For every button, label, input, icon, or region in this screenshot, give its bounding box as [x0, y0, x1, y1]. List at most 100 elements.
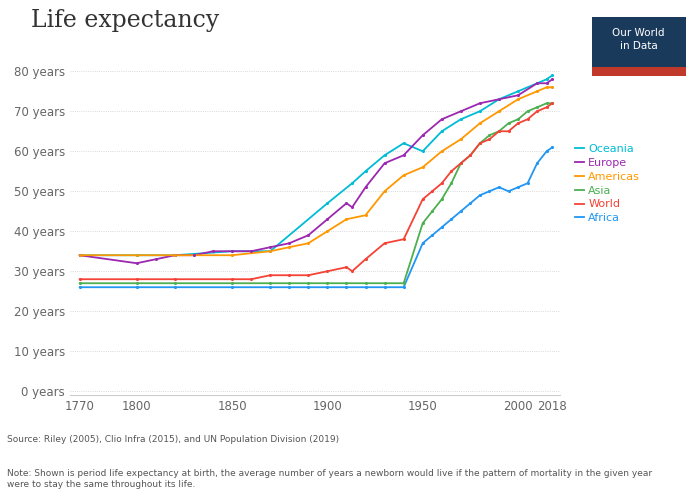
Point	[284, 283, 295, 291]
Point	[494, 127, 505, 135]
Point	[522, 107, 533, 115]
Point	[465, 151, 476, 159]
Point	[465, 151, 476, 159]
Point	[265, 271, 276, 279]
Point	[379, 187, 390, 195]
Point	[322, 215, 333, 223]
Point	[484, 187, 495, 195]
Point	[169, 251, 181, 259]
Point	[503, 120, 514, 127]
Point	[436, 147, 447, 155]
Point	[494, 95, 505, 103]
Point	[322, 283, 333, 291]
Point	[360, 211, 371, 219]
Point	[74, 275, 85, 283]
Point	[475, 191, 486, 199]
Point	[302, 279, 314, 287]
Point	[547, 83, 558, 91]
Point	[265, 247, 276, 255]
Point	[341, 283, 352, 291]
Point	[265, 247, 276, 255]
Point	[398, 283, 409, 291]
Point	[541, 83, 552, 91]
Point	[503, 127, 514, 135]
Point	[522, 179, 533, 187]
Point	[541, 147, 552, 155]
Point	[531, 107, 542, 115]
Text: Life expectancy: Life expectancy	[31, 9, 219, 33]
Point	[512, 87, 524, 95]
Point	[398, 279, 409, 287]
Point	[302, 231, 314, 239]
Point	[265, 283, 276, 291]
Point	[74, 251, 85, 259]
Point	[227, 275, 238, 283]
Point	[417, 195, 428, 203]
Point	[74, 251, 85, 259]
Point	[531, 80, 542, 87]
Point	[150, 255, 162, 263]
Point	[379, 283, 390, 291]
Point	[341, 279, 352, 287]
Point	[169, 251, 181, 259]
Point	[346, 267, 358, 275]
Point	[436, 179, 447, 187]
Point	[455, 135, 466, 143]
Point	[455, 107, 466, 115]
Point	[346, 204, 358, 211]
Point	[446, 167, 457, 175]
Point	[169, 283, 181, 291]
Point	[341, 215, 352, 223]
Point	[427, 207, 438, 215]
Point	[227, 283, 238, 291]
Point	[131, 275, 142, 283]
Point	[284, 243, 295, 251]
Point	[494, 95, 505, 103]
Point	[398, 151, 409, 159]
Point	[131, 279, 142, 287]
Point	[322, 199, 333, 207]
Point	[512, 120, 524, 127]
Point	[417, 219, 428, 227]
Point	[379, 239, 390, 247]
Point	[207, 247, 218, 255]
Point	[475, 139, 486, 147]
Point	[531, 87, 542, 95]
Point	[531, 80, 542, 87]
Point	[302, 271, 314, 279]
Point	[522, 115, 533, 123]
Point	[322, 267, 333, 275]
Point	[341, 263, 352, 271]
Point	[417, 147, 428, 155]
Point	[74, 283, 85, 291]
Point	[455, 159, 466, 167]
Point	[284, 279, 295, 287]
Point	[398, 171, 409, 179]
Point	[427, 187, 438, 195]
Point	[74, 251, 85, 259]
Point	[417, 164, 428, 171]
Text: Source: Riley (2005), Clio Infra (2015), and UN Population Division (2019): Source: Riley (2005), Clio Infra (2015),…	[7, 435, 339, 444]
Point	[360, 279, 371, 287]
Point	[246, 275, 257, 283]
Point	[227, 279, 238, 287]
Point	[475, 107, 486, 115]
Point	[512, 95, 524, 103]
Point	[302, 239, 314, 247]
Point	[531, 103, 542, 111]
Point	[475, 99, 486, 107]
Point	[475, 139, 486, 147]
Point	[360, 255, 371, 263]
Point	[398, 235, 409, 243]
Point	[436, 195, 447, 203]
Point	[265, 243, 276, 251]
Point	[322, 279, 333, 287]
Point	[512, 183, 524, 191]
Point	[131, 259, 142, 267]
Point	[427, 231, 438, 239]
Point	[131, 251, 142, 259]
Point	[547, 71, 558, 79]
Point	[512, 115, 524, 123]
Point	[346, 179, 358, 187]
Point	[484, 135, 495, 143]
